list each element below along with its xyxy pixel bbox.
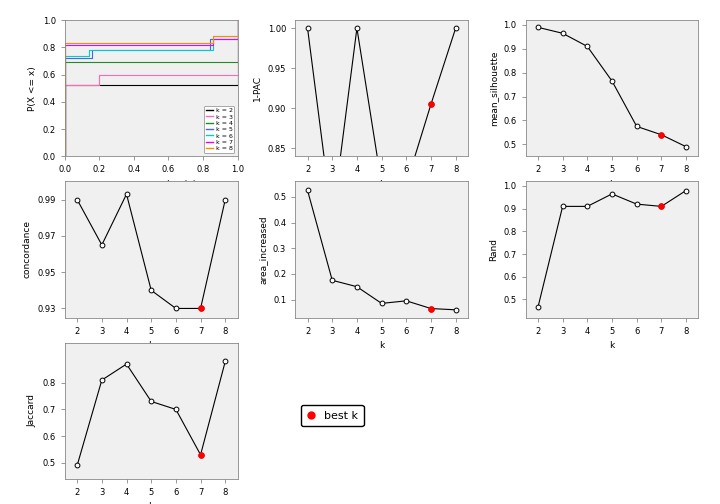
Point — [326, 276, 338, 284]
Point — [656, 131, 667, 139]
Point — [656, 203, 667, 211]
Point — [220, 357, 231, 365]
Legend: best k: best k — [301, 405, 364, 426]
X-axis label: k: k — [148, 502, 154, 504]
Point — [426, 304, 437, 312]
X-axis label: k: k — [148, 341, 154, 350]
Point — [121, 190, 132, 198]
Y-axis label: P(X <= x): P(X <= x) — [28, 66, 37, 110]
Point — [680, 143, 692, 151]
Point — [656, 203, 667, 211]
Point — [680, 186, 692, 195]
Legend: k = 2, k = 3, k = 4, k = 5, k = 6, k = 7, k = 8: k = 2, k = 3, k = 4, k = 5, k = 6, k = 7… — [204, 106, 235, 153]
Point — [426, 100, 437, 108]
Point — [582, 203, 593, 211]
Point — [376, 180, 387, 188]
Point — [170, 304, 181, 312]
Point — [71, 196, 83, 204]
X-axis label: k: k — [379, 341, 384, 350]
Point — [400, 297, 412, 305]
X-axis label: k: k — [379, 180, 384, 189]
Point — [96, 241, 107, 249]
Point — [195, 451, 207, 459]
X-axis label: k: k — [609, 341, 615, 350]
Y-axis label: area_increased: area_increased — [258, 215, 267, 284]
Point — [532, 303, 544, 311]
Point — [195, 304, 207, 312]
Point — [302, 24, 313, 32]
Y-axis label: concordance: concordance — [23, 220, 32, 279]
Point — [606, 190, 618, 198]
Point — [450, 306, 462, 314]
Point — [400, 180, 412, 188]
Point — [426, 304, 437, 312]
Point — [302, 186, 313, 195]
Point — [71, 462, 83, 470]
X-axis label: k: k — [609, 180, 615, 189]
Point — [195, 451, 207, 459]
X-axis label: consensus value (x): consensus value (x) — [106, 180, 197, 189]
Y-axis label: Jaccard: Jaccard — [28, 394, 37, 427]
Point — [532, 23, 544, 31]
Point — [351, 283, 363, 291]
Point — [220, 196, 231, 204]
Point — [656, 131, 667, 139]
Point — [96, 376, 107, 384]
Point — [170, 405, 181, 413]
Point — [606, 77, 618, 85]
Point — [351, 24, 363, 32]
Point — [450, 24, 462, 32]
Point — [121, 360, 132, 368]
Point — [195, 304, 207, 312]
Y-axis label: mean_silhouette: mean_silhouette — [489, 50, 498, 126]
Point — [582, 42, 593, 50]
Y-axis label: Rand: Rand — [489, 238, 498, 261]
Point — [426, 100, 437, 108]
Point — [326, 216, 338, 224]
Y-axis label: 1-PAC: 1-PAC — [253, 75, 262, 101]
Point — [145, 286, 157, 294]
Point — [557, 203, 568, 211]
Point — [557, 29, 568, 37]
Point — [631, 122, 642, 131]
Point — [631, 200, 642, 208]
Point — [376, 299, 387, 307]
Point — [145, 397, 157, 405]
